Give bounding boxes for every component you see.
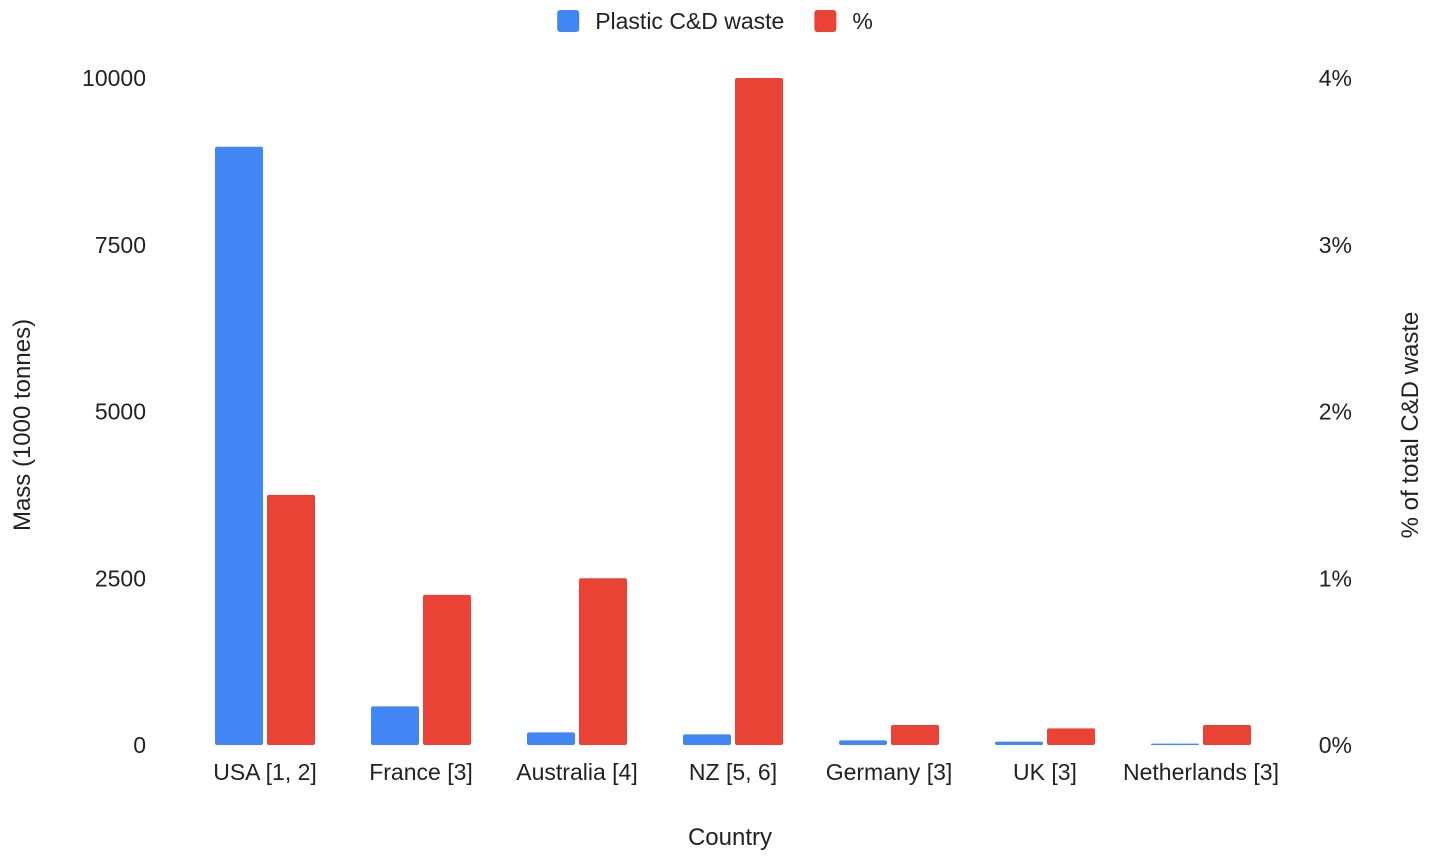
legend: Plastic C&D waste% [557, 8, 873, 34]
y-tick-label: 5000 [95, 399, 146, 425]
x-tick-label: Netherlands [3] [1123, 759, 1279, 785]
plot-area [215, 78, 1251, 746]
y-axis-title: Mass (1000 tonnes) [9, 319, 36, 531]
y-axis-right: 0% 1% 2% 3% 4% [1319, 65, 1352, 758]
y-tick-label: 0 [133, 732, 146, 758]
x-axis: USA [1, 2] France [3] Australia [4] NZ [5, … [213, 759, 1279, 785]
y2-tick-label: 4% [1319, 65, 1352, 91]
bar-percent [891, 724, 939, 745]
y2-tick-label: 0% [1319, 732, 1352, 758]
x-tick-label: Germany [3] [826, 759, 953, 785]
legend-swatch [557, 10, 580, 32]
bar-percent [1203, 724, 1251, 745]
legend-item: % [814, 8, 873, 34]
y2-axis-title: % of total C&D waste [1397, 312, 1424, 539]
bar-plastic-cd-waste [371, 706, 419, 745]
x-tick-label: USA [1, 2] [213, 759, 317, 785]
bar-percent [735, 78, 783, 745]
y-axis-left: 0 2500 5000 7500 10000 [82, 65, 146, 758]
y-tick-label: 2500 [95, 565, 146, 591]
x-tick-label: Australia [4] [516, 759, 637, 785]
legend-item: Plastic C&D waste [557, 8, 784, 34]
bar-plastic-cd-waste [995, 741, 1043, 745]
y2-tick-label: 3% [1319, 232, 1352, 258]
bar-plastic-cd-waste [215, 146, 263, 746]
legend-label: % [852, 8, 872, 34]
bar-plastic-cd-waste [1151, 743, 1199, 745]
x-tick-label: France [3] [369, 759, 473, 785]
y2-tick-label: 2% [1319, 399, 1352, 425]
x-axis-title: Country [688, 824, 772, 851]
y-tick-label: 7500 [95, 232, 146, 258]
bar-plastic-cd-waste [527, 732, 575, 745]
bar-percent [423, 594, 471, 745]
bar-percent [579, 578, 627, 745]
y2-tick-label: 1% [1319, 565, 1352, 591]
x-tick-label: NZ [5, 6] [689, 759, 777, 785]
y-tick-label: 10000 [82, 65, 146, 91]
bar-percent [267, 494, 315, 745]
legend-swatch [814, 10, 837, 32]
bar-percent [1047, 728, 1095, 745]
x-tick-label: UK [3] [1013, 759, 1077, 785]
legend-label: Plastic C&D waste [595, 8, 784, 34]
bar-plastic-cd-waste [683, 734, 731, 745]
bar-plastic-cd-waste [839, 740, 887, 745]
